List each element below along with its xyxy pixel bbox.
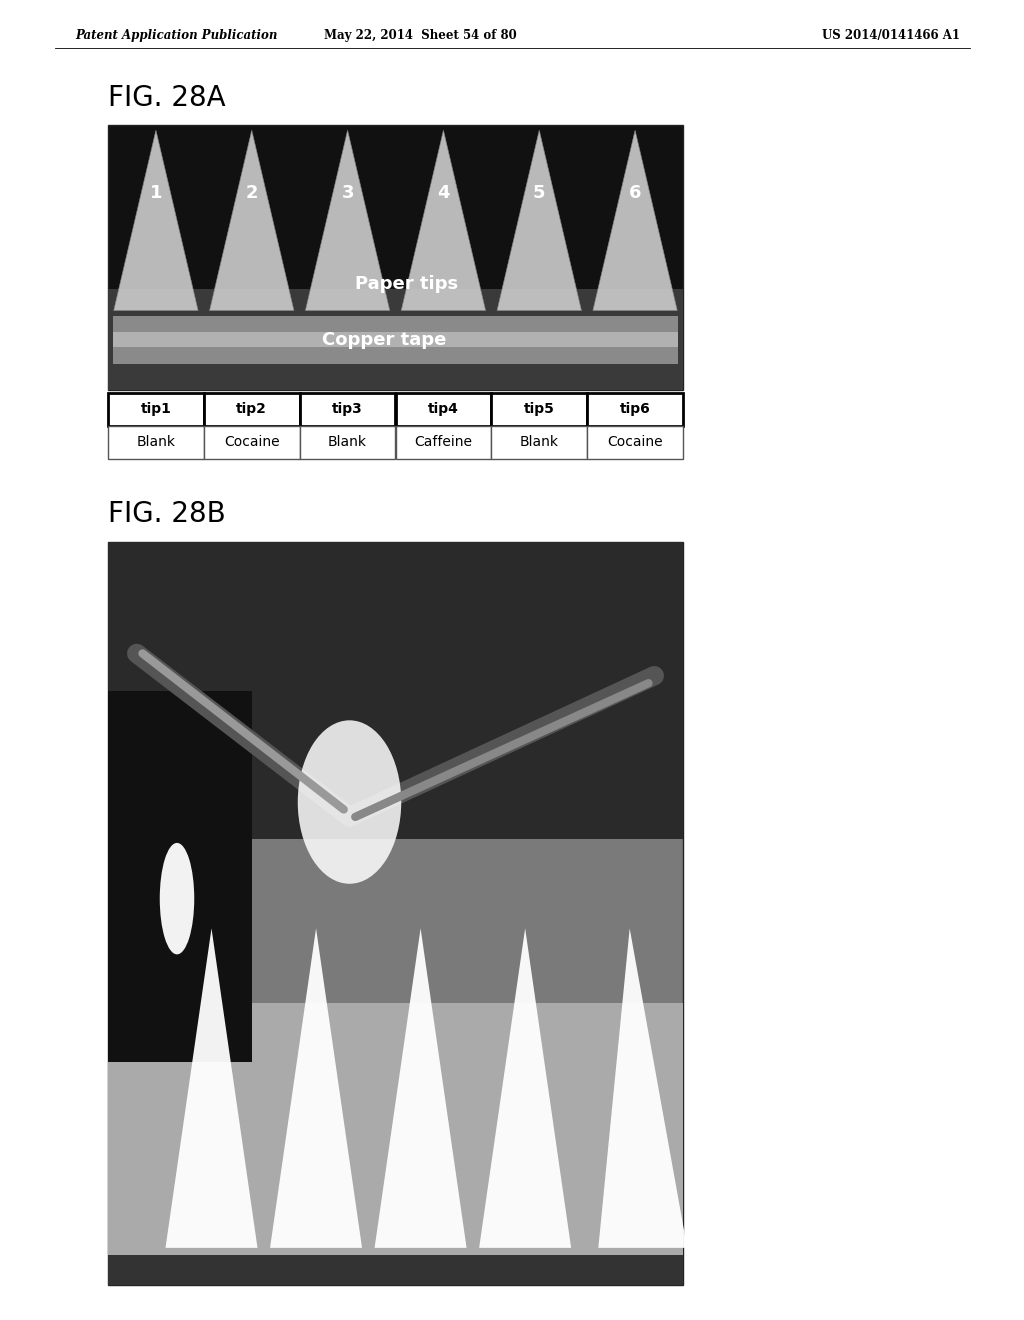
Bar [395,393,492,426]
Bar [108,125,683,389]
Bar [113,333,678,347]
Text: Blank: Blank [328,436,367,450]
Text: Copper tape: Copper tape [322,330,446,348]
Bar [587,426,683,459]
Text: 3: 3 [341,185,354,202]
Bar [108,289,683,389]
Bar [108,393,204,426]
Bar [108,543,683,840]
Bar [395,426,492,459]
Ellipse shape [160,843,195,954]
Text: 2: 2 [246,185,258,202]
Text: Blank: Blank [520,436,559,450]
Bar [300,426,395,459]
Bar [587,393,683,426]
Text: Cocaine: Cocaine [607,436,663,450]
Polygon shape [401,131,485,310]
Bar [108,1003,683,1284]
Bar [108,543,683,1284]
Bar [113,315,678,363]
Polygon shape [598,928,687,1247]
Text: FIG. 28B: FIG. 28B [108,500,225,528]
Polygon shape [270,928,362,1247]
Bar [300,393,395,426]
Text: Patent Application Publication: Patent Application Publication [75,29,278,42]
Polygon shape [497,131,582,310]
Polygon shape [479,928,571,1247]
Text: Paper tips: Paper tips [355,275,459,293]
Bar [108,426,204,459]
Text: tip4: tip4 [428,403,459,417]
Text: 6: 6 [629,185,641,202]
Text: US 2014/0141466 A1: US 2014/0141466 A1 [822,29,961,42]
Polygon shape [305,131,390,310]
Polygon shape [593,131,677,310]
Text: Cocaine: Cocaine [224,436,280,450]
Text: 5: 5 [534,185,546,202]
Text: 4: 4 [437,185,450,202]
Polygon shape [210,131,294,310]
Bar [108,1255,683,1284]
Text: tip6: tip6 [620,403,650,417]
Text: FIG. 28A: FIG. 28A [108,84,225,112]
Text: tip2: tip2 [237,403,267,417]
Text: 1: 1 [150,185,162,202]
Bar [204,393,300,426]
Text: Caffeine: Caffeine [415,436,472,450]
Text: May 22, 2014  Sheet 54 of 80: May 22, 2014 Sheet 54 of 80 [324,29,516,42]
Bar [492,393,587,426]
Bar [108,690,252,1063]
Bar [492,426,587,459]
Text: tip3: tip3 [332,403,362,417]
Polygon shape [114,131,198,310]
Polygon shape [166,928,257,1247]
Text: tip5: tip5 [524,403,555,417]
Bar [204,426,300,459]
Ellipse shape [298,721,401,884]
Polygon shape [375,928,467,1247]
Text: tip1: tip1 [140,403,171,417]
Text: Blank: Blank [136,436,175,450]
